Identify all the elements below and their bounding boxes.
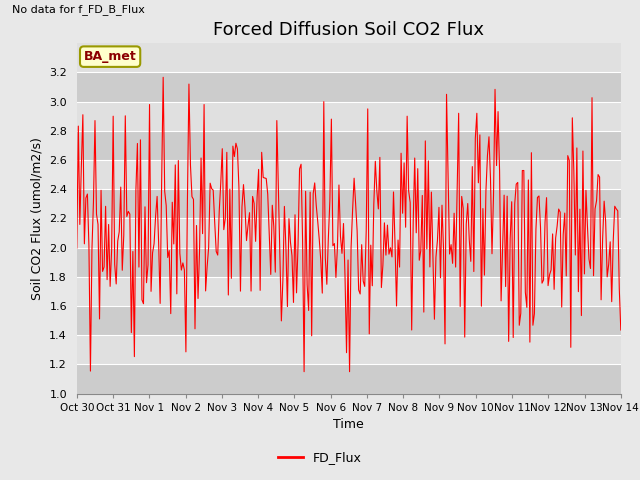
Legend: FD_Flux: FD_Flux (273, 446, 367, 469)
Bar (77, 160, 621, 189)
Text: No data for f_FD_B_Flux: No data for f_FD_B_Flux (12, 4, 145, 15)
X-axis label: Time: Time (333, 418, 364, 431)
Bar (77, 248, 621, 277)
Bar (77, 364, 621, 394)
Bar (77, 131, 621, 160)
Bar (77, 102, 621, 131)
Bar (77, 72, 621, 102)
Title: Forced Diffusion Soil CO2 Flux: Forced Diffusion Soil CO2 Flux (213, 21, 484, 39)
Bar (77, 306, 621, 335)
Y-axis label: Soil CO2 Flux (umol/m2/s): Soil CO2 Flux (umol/m2/s) (31, 137, 44, 300)
Bar (77, 189, 621, 218)
Bar (77, 218, 621, 248)
Bar (77, 277, 621, 306)
Bar (77, 335, 621, 364)
Text: BA_met: BA_met (84, 50, 136, 63)
